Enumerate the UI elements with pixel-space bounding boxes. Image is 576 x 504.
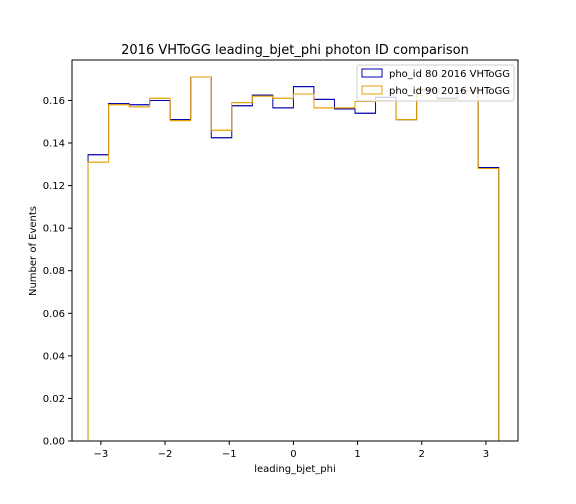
y-axis: 0.00 0.02 0.04 0.06 0.08 0.10 0.12 0.14 0.16 bbox=[43, 96, 72, 448]
x-axis-label: leading_bjet_phi bbox=[254, 464, 336, 475]
legend-swatch-pho-id-90 bbox=[361, 85, 383, 95]
y-tick-label: 0.06 bbox=[43, 309, 65, 320]
x-tick-label: 1 bbox=[354, 449, 360, 460]
x-axis: −3 −2 −1 0 1 2 3 bbox=[94, 441, 489, 460]
y-axis-label: Number of Events bbox=[28, 206, 39, 296]
legend-label-pho-id-80: pho_id 80 2016 VHToGG bbox=[389, 69, 510, 80]
x-tick-label: 0 bbox=[290, 449, 296, 460]
y-tick-label: 0.10 bbox=[43, 224, 65, 235]
x-tick-label: 2 bbox=[419, 449, 425, 460]
legend-swatch-pho-id-80 bbox=[361, 68, 383, 78]
x-tick-label: −3 bbox=[94, 449, 109, 460]
y-tick-label: 0.16 bbox=[43, 96, 65, 107]
y-tick-label: 0.12 bbox=[43, 181, 65, 192]
legend-box bbox=[356, 64, 515, 102]
y-tick-label: 0.00 bbox=[43, 437, 65, 448]
y-tick-label: 0.14 bbox=[43, 139, 65, 150]
chart-title: 2016 VHToGG leading_bjet_phi photon ID c… bbox=[121, 43, 469, 58]
legend: pho_id 80 2016 VHToGG pho_id 90 2016 VHT… bbox=[356, 64, 515, 102]
y-tick-label: 0.08 bbox=[43, 266, 65, 277]
legend-label-pho-id-90: pho_id 90 2016 VHToGG bbox=[389, 86, 510, 97]
x-tick-label: −2 bbox=[158, 449, 173, 460]
y-tick-label: 0.02 bbox=[43, 394, 65, 405]
x-tick-label: 3 bbox=[483, 449, 489, 460]
x-tick-label: −1 bbox=[222, 449, 237, 460]
y-tick-label: 0.04 bbox=[43, 351, 65, 362]
plot-area-frame bbox=[71, 59, 519, 442]
